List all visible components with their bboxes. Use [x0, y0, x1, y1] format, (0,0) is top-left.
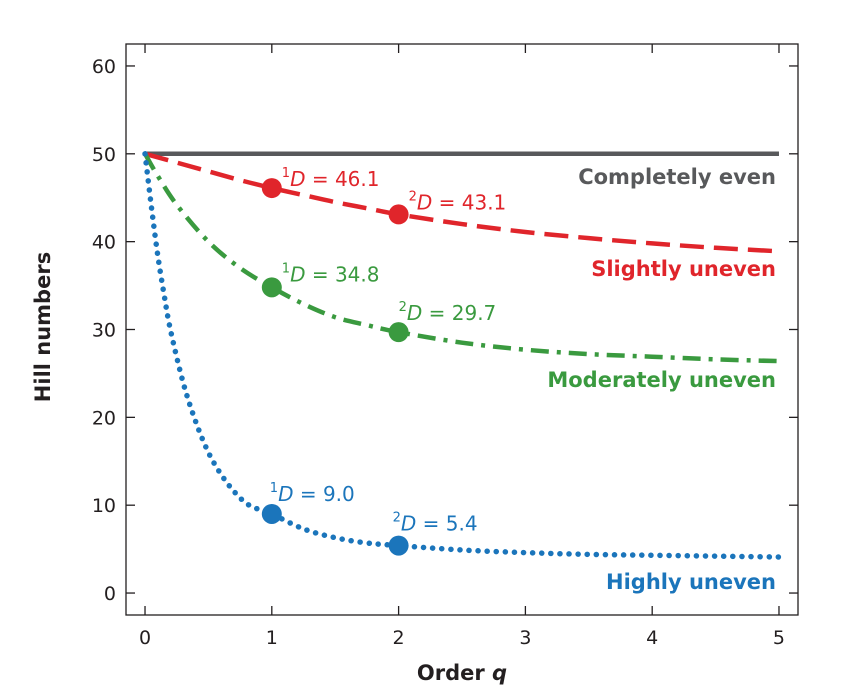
- annotation-value: = 43.1: [432, 190, 506, 214]
- x-tick-label: 0: [139, 627, 151, 649]
- annotation-order: 1: [282, 166, 290, 181]
- annotation-symbol: D: [401, 512, 416, 536]
- x-tick-label: 1: [266, 627, 278, 649]
- data-point-annotation: 1D = 46.1: [282, 166, 380, 191]
- y-tick-label: 60: [92, 56, 116, 78]
- annotation-symbol: D: [290, 262, 305, 286]
- data-point-annotation: 1D = 9.0: [270, 481, 355, 506]
- annotation-order: 2: [399, 300, 407, 315]
- series-name-label: Slightly uneven: [591, 257, 776, 281]
- x-axis-title-text: Order: [417, 661, 485, 685]
- data-point-marker: [261, 178, 282, 199]
- annotation-order: 2: [393, 511, 401, 526]
- y-tick-label: 10: [92, 495, 116, 517]
- data-point-annotation: 2D = 5.4: [393, 511, 478, 536]
- x-tick-label: 4: [646, 627, 658, 649]
- y-tick-label: 20: [92, 407, 116, 429]
- series-name-label: Completely even: [578, 165, 776, 189]
- series-name-label: Highly uneven: [606, 570, 776, 594]
- annotation-value: = 34.8: [305, 262, 379, 286]
- annotation-symbol: D: [278, 482, 293, 506]
- series-line-3: [142, 151, 782, 560]
- data-point-marker: [388, 204, 409, 225]
- data-point-annotation: 2D = 43.1: [409, 189, 507, 214]
- annotation-order: 1: [270, 481, 278, 496]
- y-tick-label: 30: [92, 320, 116, 342]
- data-point-annotation: 1D = 34.8: [282, 261, 380, 286]
- annotation-symbol: D: [407, 301, 422, 325]
- y-tick-label: 40: [92, 232, 116, 254]
- annotation-value: = 5.4: [416, 512, 477, 536]
- series-line-1: [144, 151, 780, 254]
- x-tick-label: 3: [519, 627, 531, 649]
- annotation-order: 1: [282, 261, 290, 276]
- y-tick-label: 0: [104, 583, 116, 605]
- x-tick-label: 2: [393, 627, 405, 649]
- annotation-value: = 9.0: [293, 482, 354, 506]
- data-point-annotation: 2D = 29.7: [399, 300, 497, 325]
- series-name-label: Moderately uneven: [547, 368, 776, 392]
- y-axis-title: Hill numbers: [31, 252, 55, 402]
- annotation-value: = 46.1: [305, 167, 379, 191]
- data-point-marker: [388, 535, 409, 556]
- annotation-order: 2: [409, 189, 417, 204]
- data-point-marker: [261, 503, 282, 524]
- annotation-value: = 29.7: [422, 301, 496, 325]
- data-point-marker: [388, 322, 409, 343]
- x-axis-title: Order q: [417, 661, 507, 685]
- annotation-symbol: D: [290, 167, 305, 191]
- annotation-symbol: D: [417, 190, 432, 214]
- x-tick-label: 5: [773, 627, 785, 649]
- series-line-2: [143, 152, 780, 364]
- data-point-marker: [261, 277, 282, 298]
- y-tick-label: 50: [92, 144, 116, 166]
- x-axis-title-variable: q: [492, 661, 507, 685]
